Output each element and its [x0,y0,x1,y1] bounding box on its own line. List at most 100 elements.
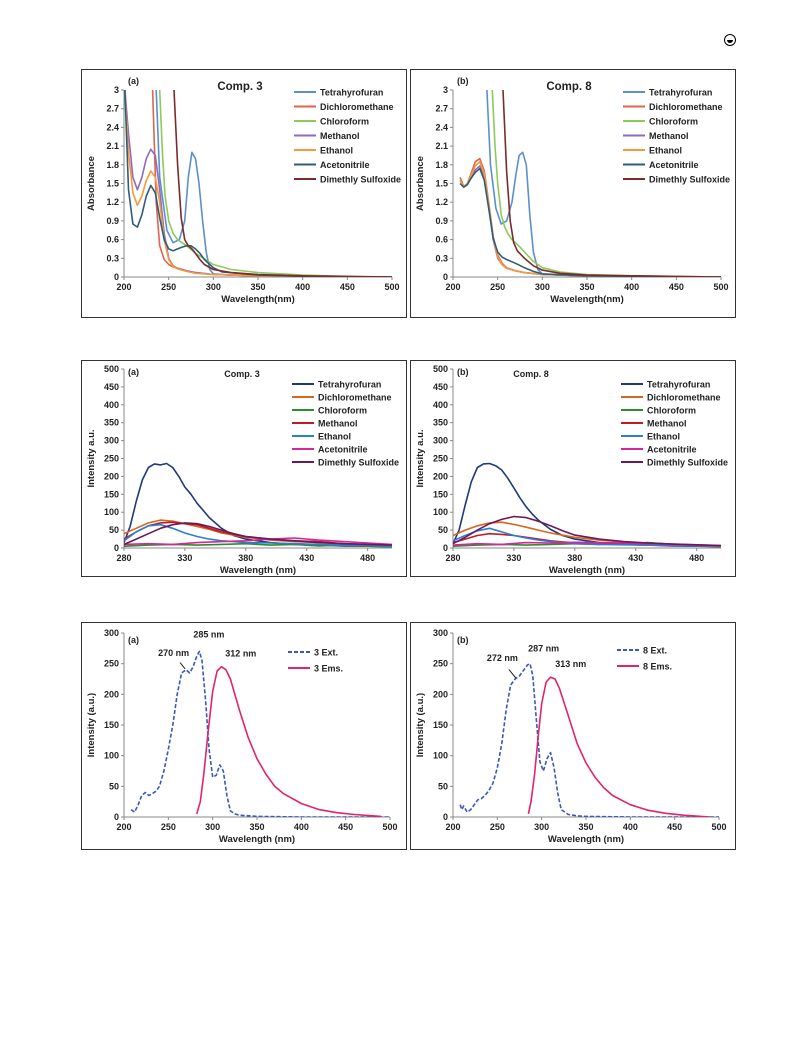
peak-annotation: 272 nm [487,653,518,663]
x-tick-label: 300 [206,282,221,292]
legend-entry: Chloroform [647,406,696,416]
y-tick-label: 0.9 [435,216,448,226]
chart-absorbance-comp3: 0 0.3 0.6 0.9 1.2 1.5 1.8 2.1 2.4 2.7 3 200 250 300 35… [86,76,401,305]
panel-label: (a) [128,635,139,645]
x-tick-label: 250 [161,282,176,292]
peak-annotation: 287 nm [528,644,559,654]
legend-entry: Tetrahyrofuran [320,88,383,98]
peak-annotation: 313 nm [555,659,586,669]
y-tick-label: 400 [104,400,119,410]
annotation-arrow [508,669,517,679]
y-axis-label: Intensity a.u. [415,429,426,487]
x-tick-label: 450 [340,282,355,292]
y-tick-label: 250 [433,659,448,669]
y-tick-label: 200 [104,471,119,481]
series-line-dimethly-sulfoxide [502,89,722,277]
peak-annotation: 270 nm [158,648,189,658]
x-axis-label: Wavelength (nm) [220,565,296,576]
y-tick-label: 3 [443,85,448,95]
chart-title: Comp. 8 [513,369,549,379]
x-tick-label: 400 [623,822,638,832]
x-tick-label: 280 [445,553,460,563]
y-tick-label: 500 [433,364,448,374]
x-tick-label: 200 [445,282,460,292]
panel-label: (a) [128,76,139,86]
legend-entry: Acetonitrile [320,160,370,170]
legend-entry: Tetrahyrofuran [318,380,381,390]
series-line-ethanol [124,89,392,277]
y-tick-label: 0 [114,272,119,282]
y-tick-label: 0 [114,543,119,553]
peak-annotation: 285 nm [193,629,224,639]
panel-label: (a) [128,367,139,377]
annotation-arrow [179,662,186,670]
x-axis-label: Wavelength(nm) [550,294,624,305]
legend-entry: Acetonitrile [649,160,699,170]
y-tick-label: 1.5 [435,179,448,189]
x-tick-label: 450 [338,822,353,832]
legend-entry: Tetrahyrofuran [647,380,710,390]
legend-entry: Ethanol [649,146,682,156]
y-tick-label: 100 [104,507,119,517]
y-tick-label: 0 [443,272,448,282]
x-tick-label: 330 [506,553,521,563]
series-line-8-ems- [527,676,711,817]
x-tick-label: 200 [116,822,131,832]
y-tick-label: 50 [438,781,448,791]
series-line-tetrahyrofuran [124,462,393,548]
legend-entry: Tetrahyrofuran [649,88,712,98]
legend-entry: Acetonitrile [318,445,368,455]
series-line-3-ems- [195,665,382,817]
y-tick-label: 0 [443,543,448,553]
series-line-dimethly-sulfoxide [124,522,393,546]
y-tick-label: 1.8 [435,160,448,170]
legend-entry: Dimethly Sulfoxide [318,458,399,468]
y-tick-label: 350 [433,418,448,428]
panel-label: (b) [457,76,469,86]
chart-title: Comp. 8 [546,81,592,93]
y-tick-label: 500 [104,364,119,374]
y-tick-label: 350 [104,418,119,428]
y-axis-label: Intensity (a.u.) [86,693,97,757]
x-tick-label: 330 [177,553,192,563]
x-tick-label: 380 [567,553,582,563]
legend-entry: Dimethly Sulfoxide [320,175,401,185]
series-line-acetonitrile [459,167,721,277]
x-axis-label: Wavelength(nm) [221,294,295,305]
series-line-acetonitrile [124,89,392,277]
x-tick-label: 400 [294,822,309,832]
y-tick-label: 2.7 [106,104,119,114]
chart-excitation-emission-3: 0 50 100 150 200 250 300 200 250 300 350 400 450 500 W… [86,628,398,845]
chart-absorbance-comp8: 0 0.3 0.6 0.9 1.2 1.5 1.8 2.1 2.4 2.7 3 200 250 300 35… [415,76,730,305]
panel-label: (b) [457,635,469,645]
y-tick-label: 150 [433,489,448,499]
x-tick-label: 250 [161,822,176,832]
x-tick-label: 480 [360,553,375,563]
x-tick-label: 350 [579,282,594,292]
legend-entry: Ethanol [318,432,351,442]
y-tick-label: 100 [104,751,119,761]
legend-entry: Chloroform [320,117,369,127]
x-axis-label: Wavelength (nm) [548,834,624,845]
chart-emission-comp8: 0 50 100 150 200 250 300 350 400 450 500 280 330 380 4… [415,364,728,576]
legend-entry: Dichloromethane [318,393,392,403]
x-tick-label: 500 [713,282,728,292]
x-tick-label: 400 [624,282,639,292]
y-tick-label: 3 [114,85,119,95]
y-tick-label: 0.3 [106,253,119,263]
x-tick-label: 450 [667,822,682,832]
legend-entry: Dichloromethane [647,393,721,403]
chart-panel-absorbance-comp3: 0 0.3 0.6 0.9 1.2 1.5 1.8 2.1 2.4 2.7 3 200 250 300 35… [81,69,407,318]
y-tick-label: 2.4 [106,122,119,132]
y-axis-label: Intensity a.u. [86,429,97,487]
x-tick-label: 250 [490,822,505,832]
x-tick-label: 430 [299,553,314,563]
y-tick-label: 1.5 [106,179,119,189]
x-tick-label: 500 [382,822,397,832]
legend-entry: 8 Ems. [643,662,672,672]
x-tick-label: 500 [711,822,726,832]
x-tick-label: 250 [490,282,505,292]
x-tick-label: 450 [669,282,684,292]
series-line-dimethly-sulfoxide [173,89,393,277]
chart-panel-absorbance-comp8: 0 0.3 0.6 0.9 1.2 1.5 1.8 2.1 2.4 2.7 3 200 250 300 35… [410,69,736,318]
